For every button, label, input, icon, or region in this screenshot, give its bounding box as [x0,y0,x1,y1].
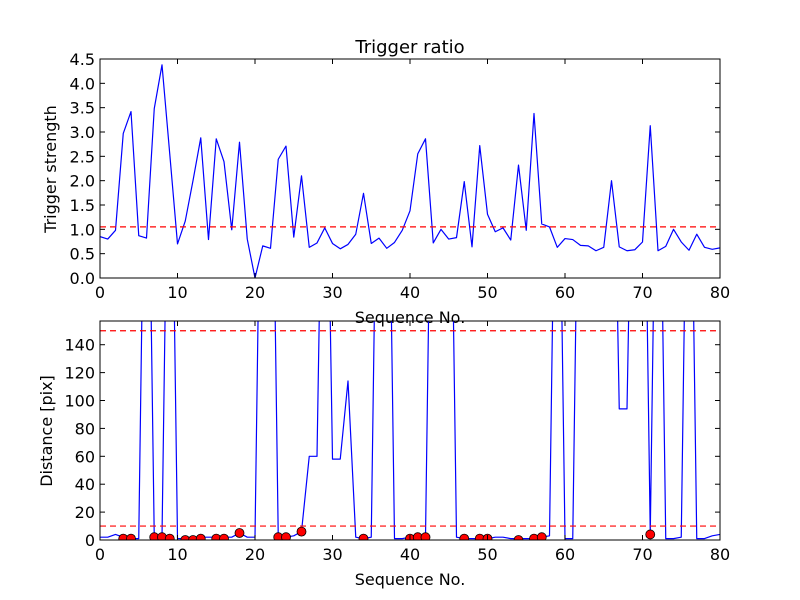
y-tick-label: 140 [64,336,95,355]
y-tick-label: 0.5 [70,245,95,264]
y-tick-label: 0.0 [70,269,95,288]
y-tick-label: 1.0 [70,220,95,239]
marker-point [195,533,206,540]
series-line-0 [100,64,720,278]
y-tick-label: 80 [75,419,95,438]
marker-point [234,528,245,538]
y-tick-label: 120 [64,364,95,383]
marker-point [358,533,369,540]
plot-area [100,64,720,278]
marker-point [459,533,470,540]
y-tick-label: 60 [75,447,95,466]
x-tick-label: 10 [167,545,187,564]
marker-point [281,532,291,540]
y-tick-label: 100 [64,392,95,411]
x-tick-label: 60 [555,545,575,564]
marker-point [219,533,229,540]
distance-chart: 0 10 20 30 40 50 60 70 80 0 20 40 60 80 100 120 140 Sequ… [37,320,730,589]
x-tick-label: 70 [632,283,652,302]
x-tick-label: 80 [710,545,730,564]
marker-point [513,535,524,540]
y-tick-label: 2.5 [70,147,95,166]
y-tick-label: 20 [75,503,95,522]
y-axis-label: Distance [pix] [37,375,56,487]
x-axis-label: Sequence No. [355,570,466,589]
trigger-ratio-chart: Trigger ratio 0 10 20 30 40 50 60 70 80 0.0 0.5 1.0… [41,37,730,327]
marker-point [420,532,431,540]
x-tick-label: 30 [322,283,342,302]
x-tick-label: 20 [245,545,265,564]
x-tick-label: 20 [245,283,265,302]
x-tick-label: 30 [322,545,342,564]
x-tick-label: 50 [477,283,497,302]
y-tick-label: 3.5 [70,99,95,118]
x-tick-label: 70 [632,545,652,564]
x-axis-label: Sequence No. [355,308,466,327]
x-tick-label: 80 [710,283,730,302]
tick-layer: 0 10 20 30 40 50 60 70 80 0 20 40 60 80 100 120 140 [64,321,730,564]
y-tick-label: 0 [85,531,95,550]
marker-point [296,526,307,537]
y-tick-label: 3.0 [70,123,95,142]
y-tick-label: 2.0 [70,172,95,191]
x-tick-label: 10 [167,283,187,302]
y-axis-label: Trigger strength [41,105,60,234]
tick-layer: 0 10 20 30 40 50 60 70 80 0.0 0.5 1.0 1.5 2.0 2.5 3.0 3.… [70,50,731,302]
marker-point [126,533,136,540]
marker-point [164,533,175,540]
x-tick-label: 60 [555,283,575,302]
marker-point [645,529,656,540]
y-tick-label: 4.0 [70,74,95,93]
y-tick-label: 40 [75,475,95,494]
x-tick-label: 0 [95,545,105,564]
marker-point [536,532,547,540]
x-tick-label: 40 [400,545,420,564]
marker-point [180,535,191,540]
marker-point [188,535,198,540]
x-tick-label: 50 [477,545,497,564]
chart-title: Trigger ratio [354,37,464,58]
y-tick-label: 1.5 [70,196,95,215]
y-tick-label: 4.5 [70,50,95,69]
x-tick-label: 0 [95,283,105,302]
x-tick-label: 40 [400,283,420,302]
